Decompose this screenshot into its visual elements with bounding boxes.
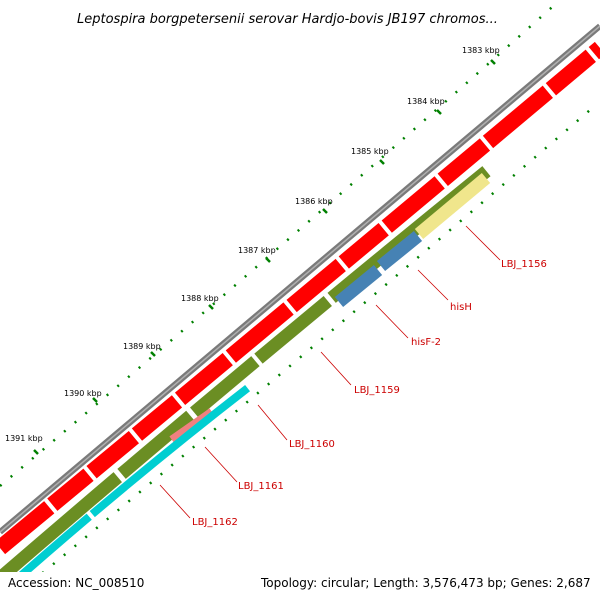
kbp-label: 1383 kbp (462, 46, 500, 55)
gene-lbj-1156 (414, 173, 491, 239)
connector-lbj-1156 (465, 225, 501, 261)
major-tick (379, 159, 385, 165)
kbp-label: 1384 kbp (407, 97, 445, 106)
gene-label-lbj-1161: LBJ_1161 (238, 481, 284, 492)
major-tick (208, 304, 214, 310)
gene-label-hish: hisH (450, 302, 472, 313)
kbp-label: 1385 kbp (351, 147, 389, 156)
footer-band (0, 572, 600, 600)
major-tick (322, 208, 328, 214)
backbone-arc-highlight (0, 25, 600, 533)
footer-accession: Accession: NC_008510 (8, 576, 144, 590)
major-tick (92, 397, 98, 403)
connector-lbj-1160 (257, 404, 288, 441)
map-title: Leptospira borgpetersenii serovar Hardjo… (77, 12, 498, 27)
kbp-label: 1390 kbp (64, 389, 102, 398)
gene-hisf-2 (334, 264, 383, 308)
gene-label-hisf-2: hisF-2 (411, 337, 441, 348)
major-tick (265, 257, 271, 263)
gene-label-lbj-1156: LBJ_1156 (501, 259, 547, 270)
gene-label-lbj-1160: LBJ_1160 (289, 439, 335, 450)
major-tick (150, 351, 156, 357)
major-tick (436, 109, 442, 115)
kbp-label: 1387 kbp (238, 246, 276, 255)
inner-tick-track (9, 109, 591, 600)
major-tick (490, 59, 496, 65)
major-tick (33, 449, 39, 455)
connector-lbj-1159 (320, 351, 352, 386)
outer-tick-track (0, 0, 561, 487)
kbp-label: 1389 kbp (123, 342, 161, 351)
connector-lbj-1161 (204, 446, 238, 483)
cyan-gene-track (0, 363, 278, 597)
kbp-label: 1391 kbp (5, 434, 43, 443)
gene-label-lbj-1159: LBJ_1159 (354, 385, 400, 396)
gene-label-lbj-1162: LBJ_1162 (192, 517, 238, 528)
label-connectors (159, 225, 501, 519)
connector-hisf-2 (375, 304, 409, 339)
gene-hish (376, 230, 423, 272)
kbp-label: 1386 kbp (295, 197, 333, 206)
footer-summary: Topology: circular; Length: 3,576,473 bp… (260, 576, 591, 590)
kbp-label: 1388 kbp (181, 294, 219, 303)
connector-lbj-1162 (159, 484, 191, 519)
cds-track (0, 41, 600, 555)
major-ticks (33, 59, 496, 455)
connector-hish (417, 269, 449, 301)
